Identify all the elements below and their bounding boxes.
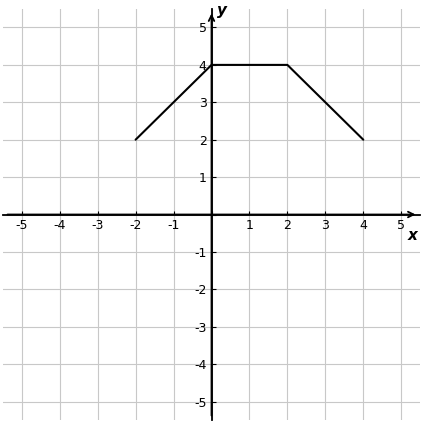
Text: x: x: [408, 228, 418, 243]
Text: y: y: [217, 3, 227, 18]
